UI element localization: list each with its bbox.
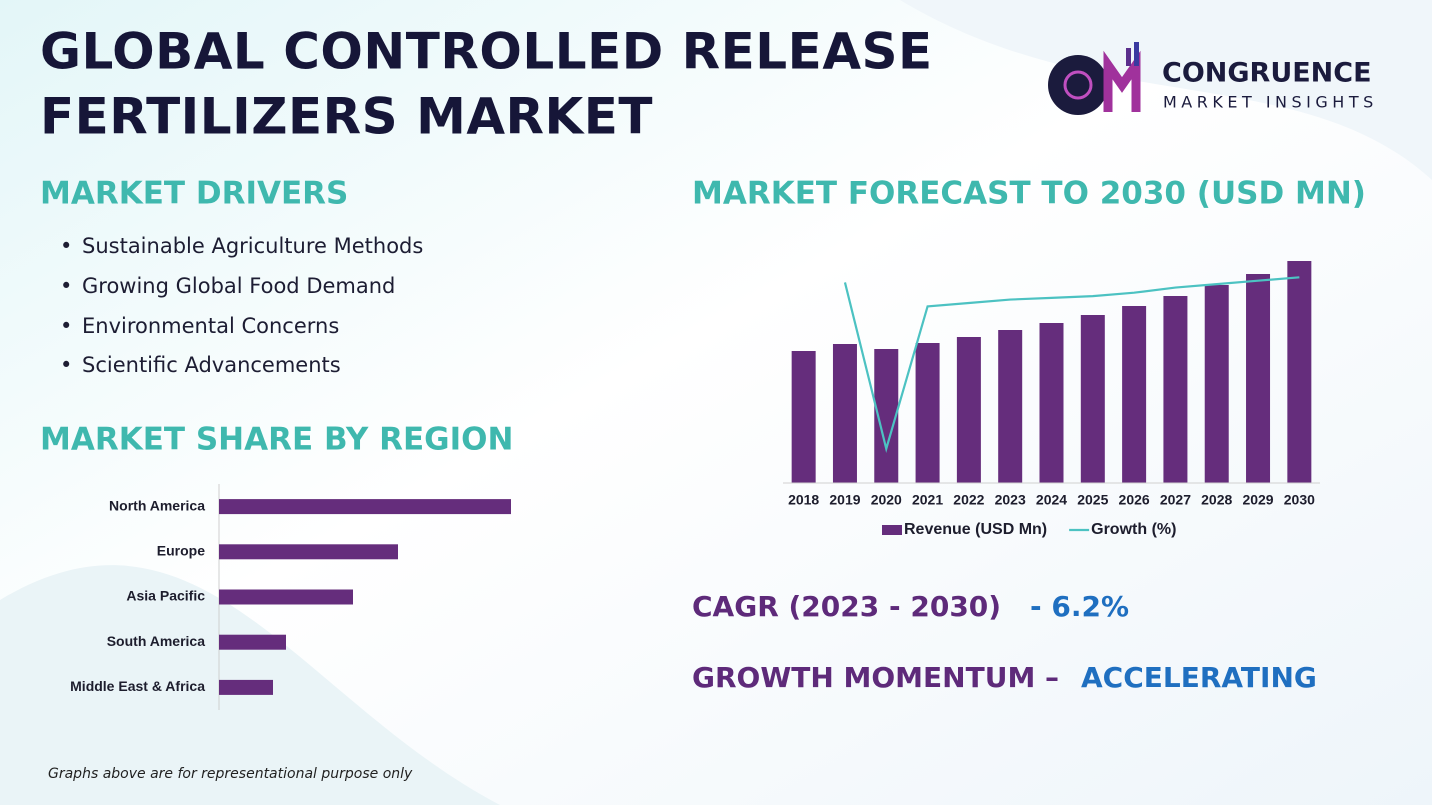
momentum-value: ACCELERATING bbox=[1081, 661, 1317, 694]
logo-name: CONGRUENCE bbox=[1162, 58, 1372, 89]
x-tick-label: 2023 bbox=[995, 492, 1026, 508]
title: FERTILIZERS MARKET bbox=[40, 88, 653, 146]
x-tick-label: 2018 bbox=[788, 492, 819, 508]
driver: Environmental Concerns bbox=[82, 314, 339, 338]
bullet: • bbox=[60, 274, 72, 298]
legend-swatch bbox=[882, 525, 902, 535]
title: GLOBAL CONTROLLED RELEASE bbox=[40, 23, 933, 81]
forecast-chart: 2018 2019 2020 2021 2022 2023 2024 2025 2026 2027… bbox=[783, 261, 1320, 538]
x-tick-label: 2022 bbox=[953, 492, 984, 508]
momentum-label: GROWTH MOMENTUM – bbox=[692, 661, 1059, 694]
section-heading: MARKET SHARE BY REGION bbox=[40, 422, 513, 458]
footnote: Graphs above are for representational pu… bbox=[48, 766, 413, 782]
x-tick-label: 2024 bbox=[1036, 492, 1067, 508]
bar bbox=[1246, 274, 1271, 483]
logo-m bbox=[1103, 50, 1141, 112]
driver-list: • Sustainable Agriculture Methods • Grow… bbox=[60, 234, 423, 377]
bar bbox=[956, 337, 981, 483]
cagr-value: - 6.2% bbox=[1030, 590, 1129, 623]
x-tick-label: 2030 bbox=[1284, 492, 1315, 508]
x-tick-label: 2029 bbox=[1242, 492, 1273, 508]
bar bbox=[1287, 261, 1312, 483]
bar bbox=[998, 330, 1023, 483]
bar bbox=[1163, 296, 1188, 483]
bar bbox=[832, 344, 857, 483]
logo: CONGRUENCE MARKET INSIGHTS bbox=[1048, 42, 1378, 115]
x-tick-label: 2028 bbox=[1201, 492, 1232, 508]
category-label: North America bbox=[109, 497, 205, 513]
x-tick-label: 2021 bbox=[912, 492, 943, 508]
section-heading: MARKET FORECAST TO 2030 (USD MN) bbox=[692, 176, 1366, 212]
legend-label: Revenue (USD Mn) bbox=[904, 521, 1047, 538]
bar bbox=[219, 544, 398, 560]
x-tick-label: 2020 bbox=[871, 492, 902, 508]
driver: Scientific Advancements bbox=[82, 353, 341, 377]
bar bbox=[791, 351, 816, 483]
x-tick-label: 2026 bbox=[1119, 492, 1150, 508]
driver: Sustainable Agriculture Methods bbox=[82, 234, 423, 258]
x-tick-label: 2025 bbox=[1077, 492, 1108, 508]
bullet: • bbox=[60, 353, 72, 377]
logo-circle bbox=[1048, 55, 1108, 115]
cagr-label: CAGR (2023 - 2030) bbox=[692, 590, 1001, 623]
bar bbox=[219, 679, 273, 695]
logo-tagline: MARKET INSIGHTS bbox=[1163, 93, 1378, 112]
category-label: Europe bbox=[157, 543, 205, 559]
category-label: Middle East & Africa bbox=[70, 678, 205, 694]
category-label: Asia Pacific bbox=[126, 588, 205, 604]
wave-decoration bbox=[900, 0, 1432, 180]
bar bbox=[1080, 315, 1105, 483]
bullet: • bbox=[60, 234, 72, 258]
bar bbox=[1204, 285, 1229, 483]
x-tick-label: 2019 bbox=[829, 492, 860, 508]
bullet: • bbox=[60, 314, 72, 338]
legend-label: Growth (%) bbox=[1091, 521, 1176, 538]
logo-globe bbox=[1063, 70, 1093, 100]
bar bbox=[1039, 323, 1064, 483]
bar bbox=[219, 589, 353, 605]
logo-bar bbox=[1126, 48, 1131, 66]
growth-line bbox=[843, 276, 1300, 453]
bar bbox=[1122, 306, 1147, 483]
driver: Growing Global Food Demand bbox=[82, 274, 395, 298]
x-tick-label: 2027 bbox=[1160, 492, 1191, 508]
category-label: South America bbox=[107, 633, 205, 649]
region-chart: North America Europe Asia Pacific South Ame… bbox=[70, 484, 511, 710]
bar bbox=[219, 634, 286, 650]
bar bbox=[915, 343, 940, 483]
section-heading: MARKET DRIVERS bbox=[40, 176, 348, 212]
logo-bar bbox=[1134, 42, 1139, 66]
bar bbox=[219, 499, 511, 515]
